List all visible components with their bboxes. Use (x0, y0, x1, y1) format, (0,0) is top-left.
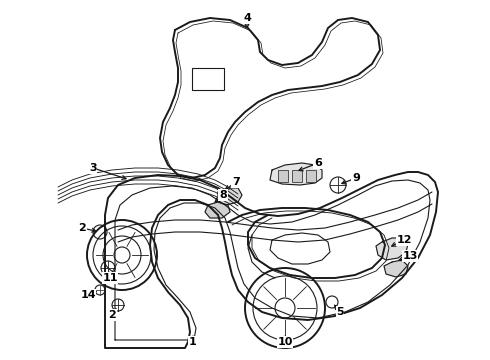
Bar (306, 170, 316, 182)
Text: 14: 14 (80, 290, 96, 300)
Text: 1: 1 (189, 337, 197, 347)
Text: 6: 6 (314, 158, 322, 168)
Text: 2: 2 (78, 223, 86, 233)
Text: 8: 8 (219, 190, 227, 200)
Polygon shape (205, 202, 230, 218)
Polygon shape (218, 188, 242, 205)
Bar (292, 170, 302, 182)
Text: 4: 4 (243, 13, 251, 23)
Polygon shape (384, 260, 408, 277)
Text: 2: 2 (108, 310, 116, 320)
Text: 10: 10 (277, 337, 293, 347)
Text: 9: 9 (352, 173, 360, 183)
Text: 3: 3 (89, 163, 97, 173)
Bar (278, 170, 288, 182)
Bar (192, 68, 224, 90)
Text: 7: 7 (232, 177, 240, 187)
Text: 11: 11 (102, 273, 118, 283)
Polygon shape (270, 163, 322, 185)
Text: 12: 12 (396, 235, 412, 245)
Text: 5: 5 (336, 307, 344, 317)
Polygon shape (376, 238, 408, 260)
Text: 13: 13 (402, 251, 417, 261)
